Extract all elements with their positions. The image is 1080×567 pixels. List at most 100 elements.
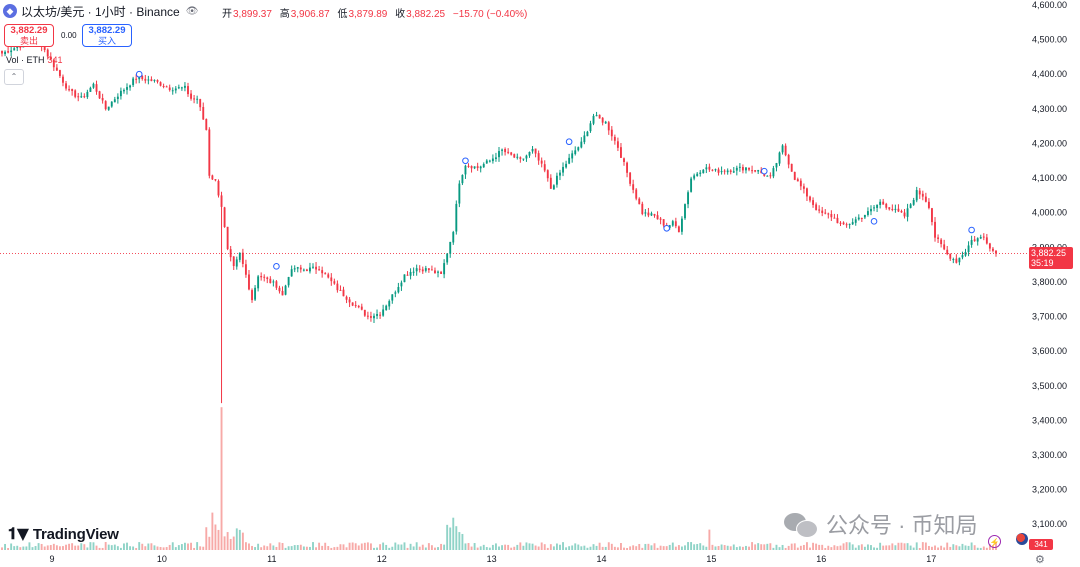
volume-bar [40,543,43,550]
volume-bar [705,546,708,550]
candle-body [171,90,174,92]
volume-bar [309,546,311,550]
volume-bar [348,542,351,550]
volume-bar [202,546,205,550]
time-tick: 17 [926,554,936,564]
candle-body [452,232,455,243]
price-tick: 4,100.00 [1032,173,1067,183]
price-tick: 4,200.00 [1032,138,1067,148]
volume-bar [43,546,46,550]
volume-bar [927,545,930,550]
buy-button[interactable]: 3,882.29 买入 [82,24,132,47]
volume-bar [543,544,546,550]
candle-body [467,165,470,167]
candle-body [784,145,787,156]
candle-body [241,252,244,264]
candle-body [379,314,382,316]
candle-body [299,267,302,270]
candle-body [528,151,531,156]
candle-body [199,99,202,108]
candle-body [55,67,58,71]
candle-body [443,263,446,275]
volume-bar [537,546,540,550]
volume-bar [226,532,229,550]
candle-body [113,99,116,103]
volume-bar [546,547,549,550]
volume-bar [272,545,275,550]
candle-body [89,87,92,92]
volume-bar [595,545,598,550]
candle-body [741,167,744,171]
candle-body [677,226,680,233]
volume-bar [86,547,89,550]
candle-body [955,258,958,263]
volume-bar [162,547,165,550]
volume-bar [918,547,921,550]
candle-body [662,219,665,226]
volume-bar [836,546,839,550]
candle-body [388,301,391,307]
sell-button[interactable]: 3,882.29 卖出 [4,24,54,47]
volume-bar [583,545,586,550]
volume-bar [244,542,247,550]
candle-body [129,85,132,88]
eye-icon[interactable]: 👁 [185,5,199,17]
tradingview-logo[interactable]: 𝟏▼ TradingView [8,524,119,544]
watermark-text: 公众号 · 币知局 [826,513,978,538]
candle-body [147,79,150,81]
candle-body [455,203,458,232]
volume-bar [677,545,680,550]
volume-bar [589,546,592,550]
symbol-title[interactable]: 以太坊/美元 · 1小时 · Binance [21,4,180,19]
volume-bar [403,542,406,550]
volume-bar [4,543,6,550]
candle-body [668,225,671,228]
candle-body [363,309,366,316]
volume-bar [711,544,714,550]
candle-body [705,167,708,170]
candle-body [482,164,485,168]
candle-body [217,180,220,196]
us-flag-icon[interactable] [1016,533,1028,545]
low-label: 低 [337,9,348,20]
candle-body [979,237,982,239]
volume-bar [632,545,635,550]
candle-body [333,281,336,284]
volume-bar [574,543,577,550]
candle-body [415,268,418,272]
candle-body [650,213,653,216]
price-tick: 3,100.00 [1032,519,1067,529]
volume-bar [644,543,647,550]
volume-bar [415,542,418,550]
spread-value: 0.00 [61,31,77,40]
volume-bar [693,544,696,550]
volume-bar [427,543,430,550]
candle-body [949,253,952,259]
candle-body [406,274,409,276]
volume-bar [165,547,168,550]
candle-body [62,76,64,83]
volume-bar [156,546,159,550]
volume-bar [28,542,31,550]
sell-price: 3,882.29 [10,25,48,36]
lightning-icon[interactable]: ⚡ [988,535,1001,548]
volume-bar [467,543,470,550]
volume-bar [7,547,10,550]
volume-bar [662,546,665,550]
candle-body [244,264,247,275]
candle-body [866,211,869,215]
volume-bar [144,546,147,550]
volume-bar [89,542,92,550]
volume-bar [748,546,750,550]
volume-bar [177,545,180,550]
candle-body [211,175,214,180]
volume-bar [501,545,503,550]
volume-bar [735,547,738,550]
settings-icon[interactable]: ⚙ [1035,553,1045,566]
collapse-legend-button[interactable]: ⌃ [4,69,24,85]
volume-bar [955,545,958,550]
volume-bar [180,544,183,550]
volume-tag: 341 [1029,539,1053,550]
candle-body [571,153,574,159]
